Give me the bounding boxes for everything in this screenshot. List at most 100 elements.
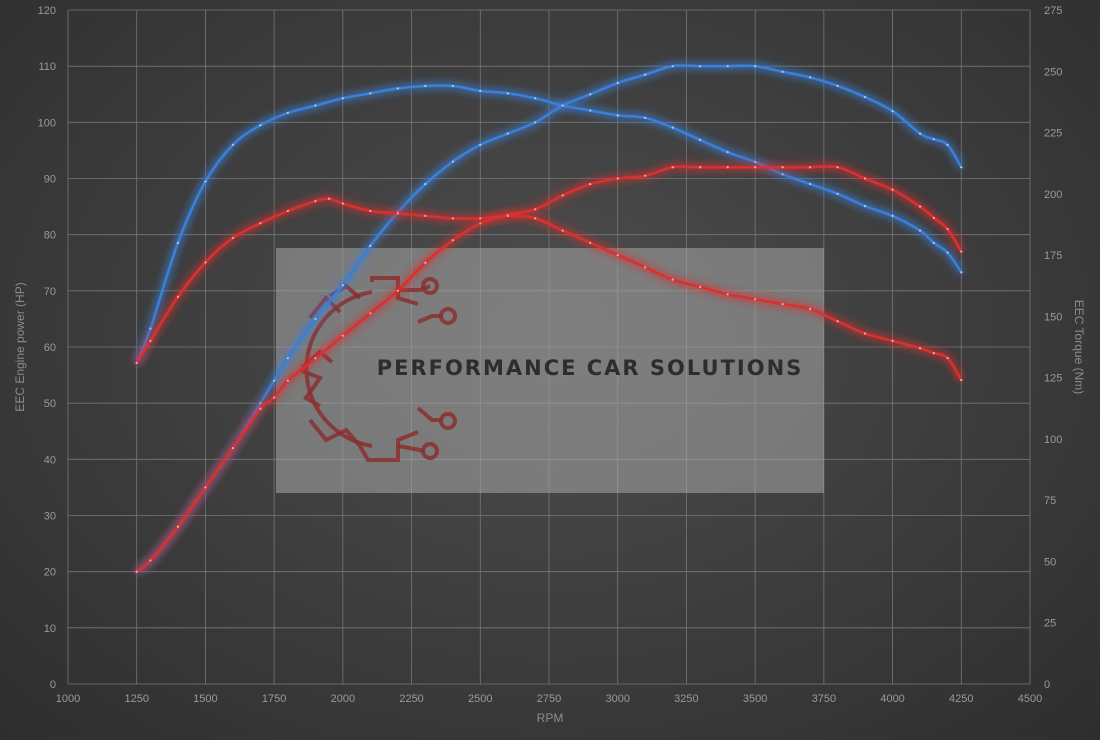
data-point	[616, 81, 619, 85]
data-point	[451, 217, 454, 220]
x-tick-label: 3500	[743, 693, 767, 705]
data-point	[328, 197, 331, 200]
data-point	[932, 241, 935, 244]
data-point	[589, 183, 592, 186]
y-left-tick-label: 50	[44, 398, 56, 410]
x-tick-label: 1750	[262, 693, 286, 705]
data-point	[754, 65, 757, 68]
y-right-tick-label: 150	[1044, 311, 1062, 323]
data-point	[204, 261, 207, 264]
data-point	[314, 357, 317, 360]
data-point	[644, 116, 647, 119]
data-point	[863, 204, 867, 208]
data-point	[259, 124, 262, 127]
data-point	[932, 352, 935, 355]
data-point	[451, 84, 454, 88]
y-right-tick-label: 200	[1044, 189, 1062, 201]
grid-lines	[67, 9, 1031, 685]
data-point	[341, 334, 344, 337]
data-point	[451, 239, 454, 242]
data-point	[754, 298, 757, 301]
data-point	[149, 327, 152, 330]
series-line	[135, 165, 963, 573]
y-right-tick-label: 225	[1044, 128, 1062, 140]
data-point	[809, 76, 812, 79]
data-point	[891, 188, 894, 191]
data-point	[135, 361, 138, 365]
data-point	[781, 166, 784, 169]
y-left-tick-label: 30	[44, 511, 56, 523]
data-point	[671, 65, 674, 68]
data-point	[451, 160, 454, 163]
x-tick-label: 1000	[56, 693, 80, 705]
data-point	[918, 205, 922, 208]
data-point	[836, 320, 839, 323]
data-point	[273, 379, 276, 382]
data-point	[671, 126, 674, 129]
data-point	[314, 317, 317, 321]
data-point	[699, 65, 702, 68]
data-point	[534, 121, 537, 124]
data-point	[149, 559, 152, 562]
x-tick-label: 3000	[605, 693, 629, 705]
data-point	[231, 143, 235, 146]
data-point	[479, 143, 482, 146]
data-point	[781, 70, 784, 73]
watermark-text: PERFORMANCE CAR SOLUTIONS	[377, 356, 804, 380]
data-point	[809, 166, 812, 169]
data-point	[341, 284, 344, 287]
x-tick-label: 3750	[812, 693, 836, 705]
data-point	[561, 194, 564, 197]
data-point	[424, 84, 427, 88]
y-left-axis-title: EEC Engine power (HP)	[13, 282, 27, 411]
data-point	[726, 65, 729, 68]
y-left-tick-label: 90	[44, 174, 56, 186]
data-point	[836, 192, 839, 195]
data-point	[699, 138, 702, 141]
y-right-tick-label: 175	[1044, 250, 1062, 262]
data-point	[644, 174, 647, 177]
data-point	[671, 166, 674, 169]
data-point	[726, 166, 729, 169]
y-right-axis-title: EEC Torque (Nm)	[1072, 300, 1086, 394]
y-right-tick-label: 50	[1044, 556, 1056, 568]
x-tick-label: 4250	[949, 693, 973, 705]
data-point	[932, 138, 935, 141]
watermark: PERFORMANCE CAR SOLUTIONS	[276, 248, 824, 493]
data-point	[644, 73, 647, 76]
data-point	[781, 173, 784, 176]
watermark-panel	[276, 248, 824, 493]
data-point	[726, 151, 729, 154]
data-point	[369, 244, 372, 247]
data-point	[589, 93, 592, 96]
data-point	[726, 293, 729, 296]
data-point	[561, 104, 564, 107]
y-left-tick-label: 110	[38, 61, 56, 73]
x-tick-label: 1250	[124, 693, 148, 705]
data-point	[341, 97, 344, 100]
data-point	[781, 303, 784, 306]
data-point	[369, 209, 372, 213]
data-point	[176, 241, 180, 244]
data-point	[424, 183, 427, 186]
data-point	[396, 289, 399, 292]
y-right-tick-label: 250	[1044, 66, 1062, 78]
data-point	[960, 271, 963, 274]
y-left-tick-label: 40	[44, 454, 56, 466]
data-point	[424, 214, 427, 217]
data-point	[534, 97, 537, 100]
data-point	[891, 110, 894, 113]
data-point	[918, 229, 922, 232]
data-point	[314, 104, 317, 107]
x-tick-label: 1500	[193, 693, 217, 705]
data-point	[479, 89, 482, 92]
data-point	[396, 212, 399, 215]
data-point	[534, 208, 537, 211]
data-point	[396, 87, 399, 90]
data-point	[863, 177, 867, 180]
data-point	[809, 182, 812, 186]
y-left-tick-label: 60	[44, 342, 56, 354]
data-point	[699, 166, 702, 169]
data-point	[644, 266, 647, 269]
